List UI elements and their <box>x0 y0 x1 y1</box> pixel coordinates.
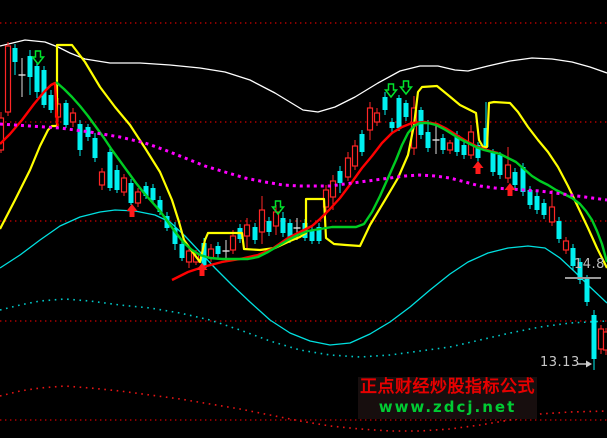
watermark-title: 正点财经炒股指标公式 <box>360 377 535 397</box>
price-high-label: 14.8 <box>574 257 605 272</box>
watermark: 正点财经炒股指标公式 www.zdcj.net <box>358 377 537 419</box>
watermark-url: www.zdcj.net <box>378 398 517 416</box>
price-low-label: 13.13 <box>540 355 580 370</box>
